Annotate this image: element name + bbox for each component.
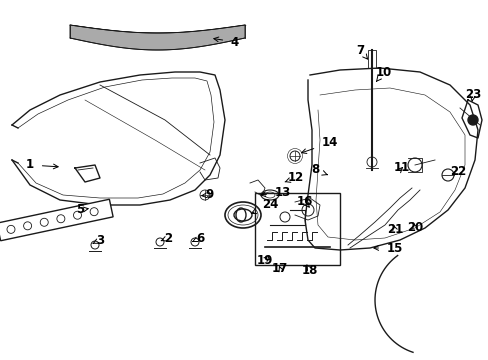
Bar [254,193,339,265]
Text: 3: 3 [93,234,104,247]
Text: 10: 10 [375,66,391,81]
Text: 9: 9 [202,189,214,202]
Polygon shape [0,199,113,241]
Text: 20: 20 [406,221,422,234]
Text: 6: 6 [192,231,203,244]
Text: 8: 8 [310,163,326,176]
Text: 14: 14 [301,136,338,153]
Text: 2: 2 [161,231,172,244]
Text: 15: 15 [373,242,403,255]
Circle shape [467,115,477,125]
Text: 22: 22 [449,166,465,179]
Text: 11: 11 [393,162,409,175]
Text: 1: 1 [26,158,58,171]
Text: 18: 18 [301,264,318,276]
Text: 7: 7 [355,44,367,59]
Text: 4: 4 [213,36,239,49]
Text: 12: 12 [285,171,304,184]
Text: 5: 5 [76,203,88,216]
Text: 17: 17 [271,261,287,274]
Text: 16: 16 [296,195,312,208]
Bar [367,50,375,68]
Text: 23: 23 [464,89,480,102]
Text: 21: 21 [386,224,402,237]
Text: 19: 19 [256,253,273,266]
Polygon shape [70,25,244,50]
Text: 13: 13 [260,186,290,199]
Text: 24: 24 [251,198,278,213]
